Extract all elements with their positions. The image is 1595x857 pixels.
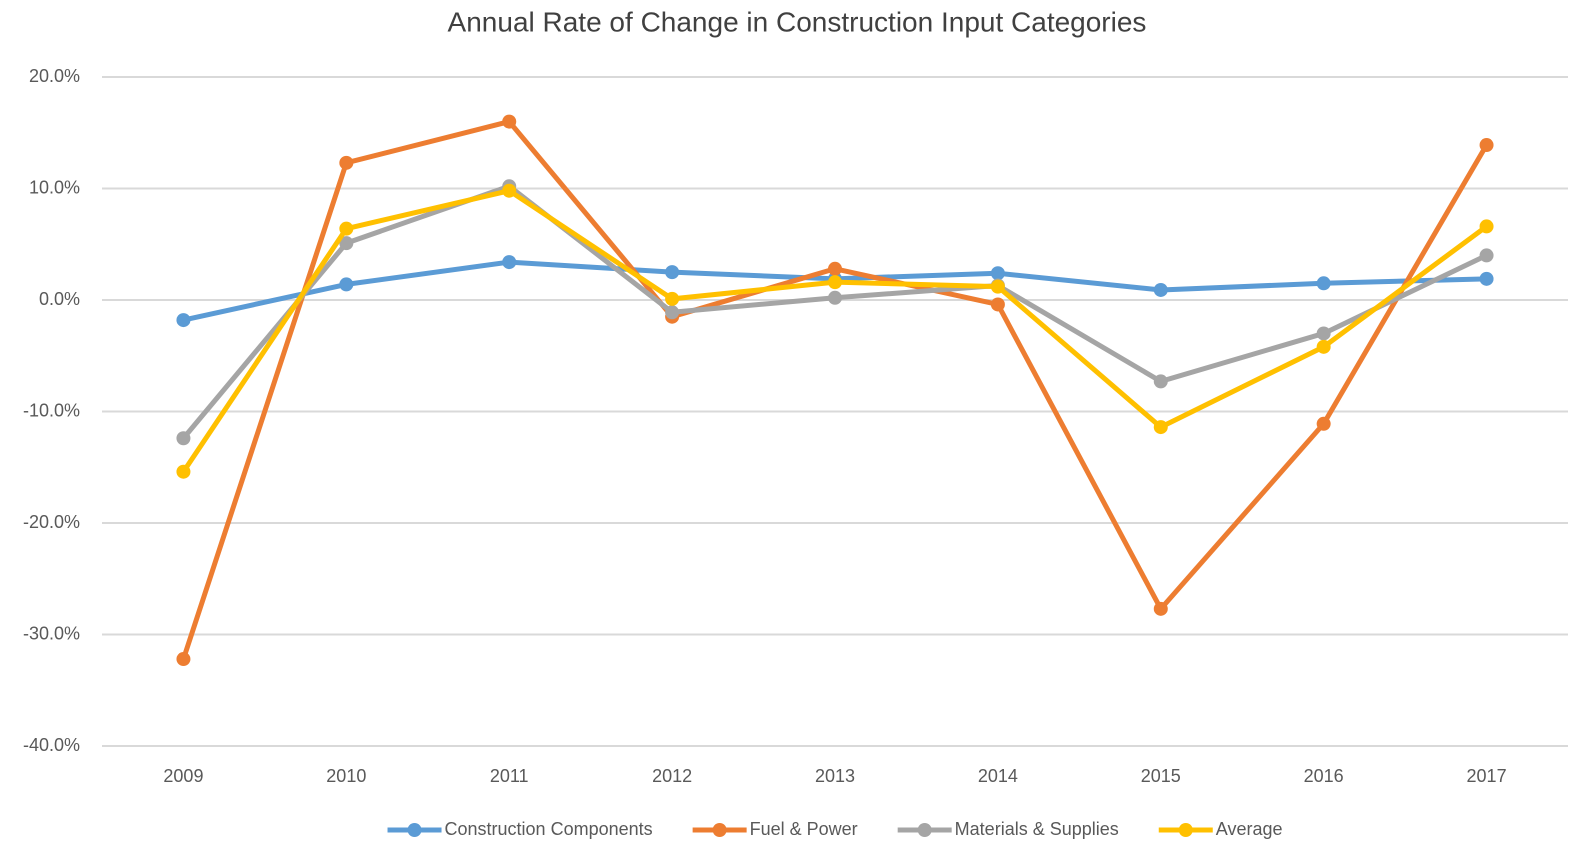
data-point — [828, 290, 842, 305]
data-point — [1316, 416, 1331, 431]
y-tick-label: -10.0% — [23, 400, 80, 420]
legend-label: Average — [1216, 819, 1283, 839]
data-point — [1316, 326, 1331, 341]
y-tick-label: 20.0% — [29, 66, 80, 86]
x-tick-label: 2011 — [490, 766, 529, 786]
data-point — [176, 464, 191, 479]
data-point — [1479, 271, 1494, 286]
x-tick-label: 2010 — [326, 766, 366, 786]
y-tick-label: -20.0% — [23, 512, 80, 532]
legend-label: Fuel & Power — [750, 819, 858, 839]
data-point — [990, 297, 1005, 312]
data-point — [339, 277, 354, 292]
y-tick-label: 0.0% — [39, 289, 80, 309]
data-point — [828, 275, 842, 290]
legend-marker — [712, 823, 727, 837]
data-point — [339, 236, 354, 251]
x-tick-label: 2013 — [815, 766, 855, 786]
legend-marker — [917, 823, 932, 837]
data-point — [502, 255, 517, 270]
data-point — [828, 261, 842, 276]
data-point — [1479, 219, 1494, 234]
data-point — [990, 279, 1005, 294]
data-point — [1316, 339, 1331, 354]
legend-marker — [1178, 823, 1193, 837]
x-tick-label: 2014 — [978, 766, 1018, 786]
data-point — [176, 431, 191, 446]
data-point — [1479, 248, 1494, 263]
data-point — [1153, 420, 1168, 435]
data-point — [1153, 374, 1168, 389]
data-point — [339, 221, 354, 236]
data-point — [990, 266, 1005, 281]
legend: Construction Components Fuel & Power Mater… — [387, 819, 1283, 839]
data-point — [502, 114, 517, 129]
series-line — [181, 183, 1488, 440]
x-tick-label: 2017 — [1467, 766, 1507, 786]
x-tick-label: 2012 — [652, 766, 692, 786]
data-point — [339, 155, 354, 170]
data-point — [665, 305, 680, 320]
series-line — [181, 119, 1489, 660]
data-point — [176, 313, 191, 328]
legend-marker — [407, 823, 422, 837]
x-tick-label: 2015 — [1141, 766, 1181, 786]
chart-title: Annual Rate of Change in Construction In… — [448, 6, 1147, 37]
data-point — [502, 183, 517, 198]
x-tick-label: 2009 — [163, 766, 203, 786]
y-tick-label: 10.0% — [29, 177, 80, 197]
data-point — [665, 265, 680, 280]
data-point — [1316, 276, 1331, 291]
data-point — [665, 291, 680, 306]
data-point — [1153, 282, 1168, 297]
y-tick-label: -40.0% — [23, 735, 80, 755]
legend-label: Materials & Supplies — [955, 819, 1119, 839]
data-point — [1479, 138, 1494, 153]
legend-label: Construction Components — [445, 819, 653, 839]
data-point — [1153, 601, 1168, 616]
y-tick-label: -30.0% — [23, 623, 80, 643]
x-tick-label: 2016 — [1304, 766, 1344, 786]
data-point — [176, 652, 191, 667]
